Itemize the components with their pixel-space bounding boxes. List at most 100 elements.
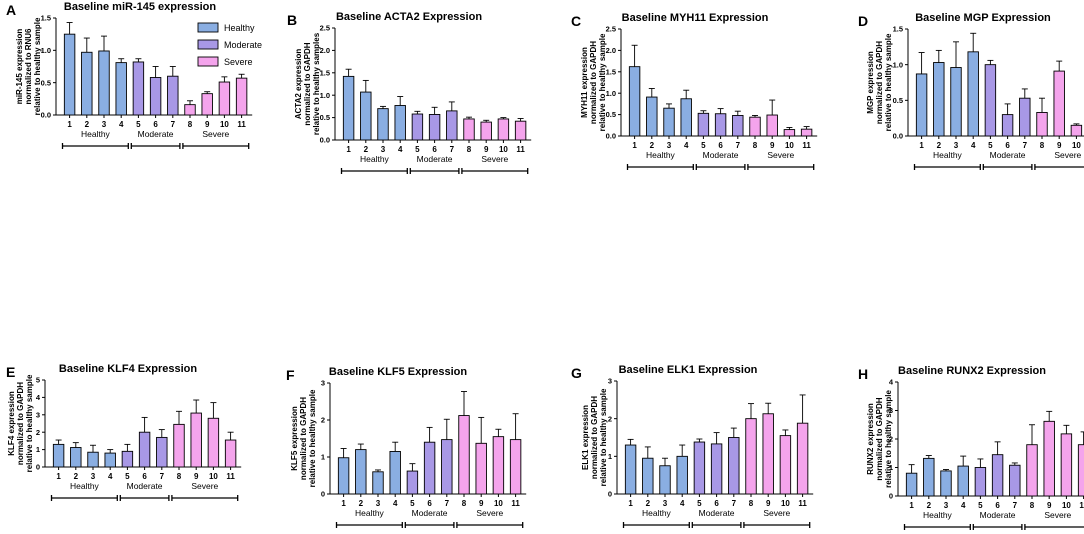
y-axis-label: MGP expressionnormalized to GAPDHrelativ… (866, 33, 893, 131)
y-axis-label-line: KLF4 expression (7, 391, 16, 456)
x-tick-label: 1 (909, 501, 914, 510)
x-tick-label: 8 (1030, 501, 1035, 510)
chart-panel-e: E Baseline KLF4 Expression KLF4 expression… (6, 363, 242, 501)
x-tick-label: 3 (954, 141, 959, 150)
x-tick-label: 3 (376, 499, 381, 508)
bar (663, 107, 675, 137)
x-tick-label: 5 (697, 499, 702, 508)
x-tick-label: 5 (410, 499, 415, 508)
group-label: Healthy (642, 508, 672, 518)
y-axis-label-line: KLF5 expression (290, 406, 299, 471)
chart-title: Baseline miR-145 expression (64, 1, 217, 13)
chart-title: Baseline ELK1 Expression (619, 364, 758, 376)
bar (714, 113, 727, 137)
group-label: Healthy (70, 481, 100, 491)
panel-letter: E (6, 364, 15, 380)
y-tick-label: 2 (36, 428, 40, 437)
y-axis-label-line: relative to healthy sample (884, 390, 893, 488)
x-tick-label: 9 (479, 499, 484, 508)
y-axis-label-line: normalized to GAPDH (303, 42, 312, 125)
bar (950, 67, 962, 137)
y-tick-label: 1.0 (320, 91, 330, 100)
group-label: Severe (481, 154, 508, 164)
x-tick-label: 2 (646, 499, 651, 508)
y-tick-label: 4 (36, 393, 41, 402)
bar (173, 423, 185, 468)
group-label: Severe (767, 150, 794, 160)
x-tick-label: 8 (188, 120, 193, 129)
bar (984, 64, 997, 137)
panel-letter: C (571, 13, 581, 29)
x-tick-label: 7 (1023, 141, 1028, 150)
panel-letter: F (286, 367, 295, 383)
bar (132, 61, 145, 116)
y-axis-label-line: normalized to GAPDH (875, 41, 884, 124)
y-axis-label-line: normalized to GAPDH (16, 382, 25, 465)
y-axis-label-line: relative to healthy sample (25, 374, 34, 472)
bar (915, 73, 928, 137)
x-tick-label: 5 (136, 120, 141, 129)
bar (446, 110, 458, 141)
bar (207, 417, 220, 468)
y-axis-label-line: relative to healthy sample (599, 388, 608, 486)
y-axis-label-line: normalized to GAPDH (299, 397, 308, 480)
x-tick-label: 2 (85, 120, 90, 129)
x-tick-label: 1 (67, 120, 72, 129)
x-tick-label: 2 (937, 141, 942, 150)
y-axis-label: RUNX2 expressionnormalized to GAPDHrelat… (866, 390, 893, 488)
x-tick-label: 3 (102, 120, 107, 129)
y-tick-label: 2 (889, 435, 893, 444)
bar (201, 93, 213, 116)
y-tick-label: 3 (36, 410, 40, 419)
y-tick-label: 2 (608, 414, 612, 423)
bar (337, 457, 350, 495)
y-tick-label: 3 (889, 406, 893, 415)
y-axis-label-line: relative to healthy sample (33, 17, 42, 115)
bar (1026, 444, 1038, 497)
bar (940, 470, 952, 497)
group-label: Moderate (412, 508, 448, 518)
bar (463, 118, 475, 141)
x-tick-label: 2 (927, 501, 932, 510)
bar (514, 120, 527, 141)
y-tick-label: 1.5 (606, 67, 616, 76)
bar (1043, 420, 1055, 497)
y-tick-label: 1 (321, 453, 325, 462)
chart-title: Baseline KLF4 Expression (59, 363, 197, 375)
bar (796, 422, 809, 495)
bar (360, 91, 372, 141)
bar (372, 471, 384, 495)
x-tick-label: 4 (108, 472, 113, 481)
chart-panel-b: B Baseline ACTA2 Expression ACTA2 expressi… (287, 11, 532, 174)
x-tick-label: 5 (701, 141, 706, 150)
x-tick-label: 7 (445, 499, 450, 508)
bar (762, 413, 774, 495)
y-axis-label-line: ELK1 expression (581, 405, 590, 470)
x-tick-label: 11 (237, 120, 246, 129)
bar (394, 105, 406, 141)
group-label: Healthy (923, 510, 953, 520)
x-tick-label: 2 (650, 141, 655, 150)
bar (659, 465, 671, 495)
bar (779, 435, 792, 495)
y-tick-label: 0.5 (41, 78, 51, 87)
x-tick-label: 9 (1057, 141, 1062, 150)
legend: Healthy Moderate Severe (197, 22, 262, 67)
bar (676, 455, 688, 495)
bar (509, 439, 522, 495)
bar (190, 412, 202, 468)
y-tick-label: 1 (36, 445, 40, 454)
y-tick-label: 0.0 (320, 136, 330, 145)
y-axis-label-line: normalized to GAPDH (590, 396, 599, 479)
x-tick-label: 1 (341, 499, 346, 508)
group-label: Severe (1044, 510, 1071, 520)
x-tick-label: 9 (770, 141, 775, 150)
bar (624, 444, 637, 495)
bar (423, 441, 436, 495)
panel-letter: B (287, 12, 297, 28)
chart-title: Baseline KLF5 Expression (329, 366, 467, 378)
bar (342, 75, 355, 141)
x-tick-label: 7 (450, 145, 455, 154)
bar (235, 77, 248, 116)
